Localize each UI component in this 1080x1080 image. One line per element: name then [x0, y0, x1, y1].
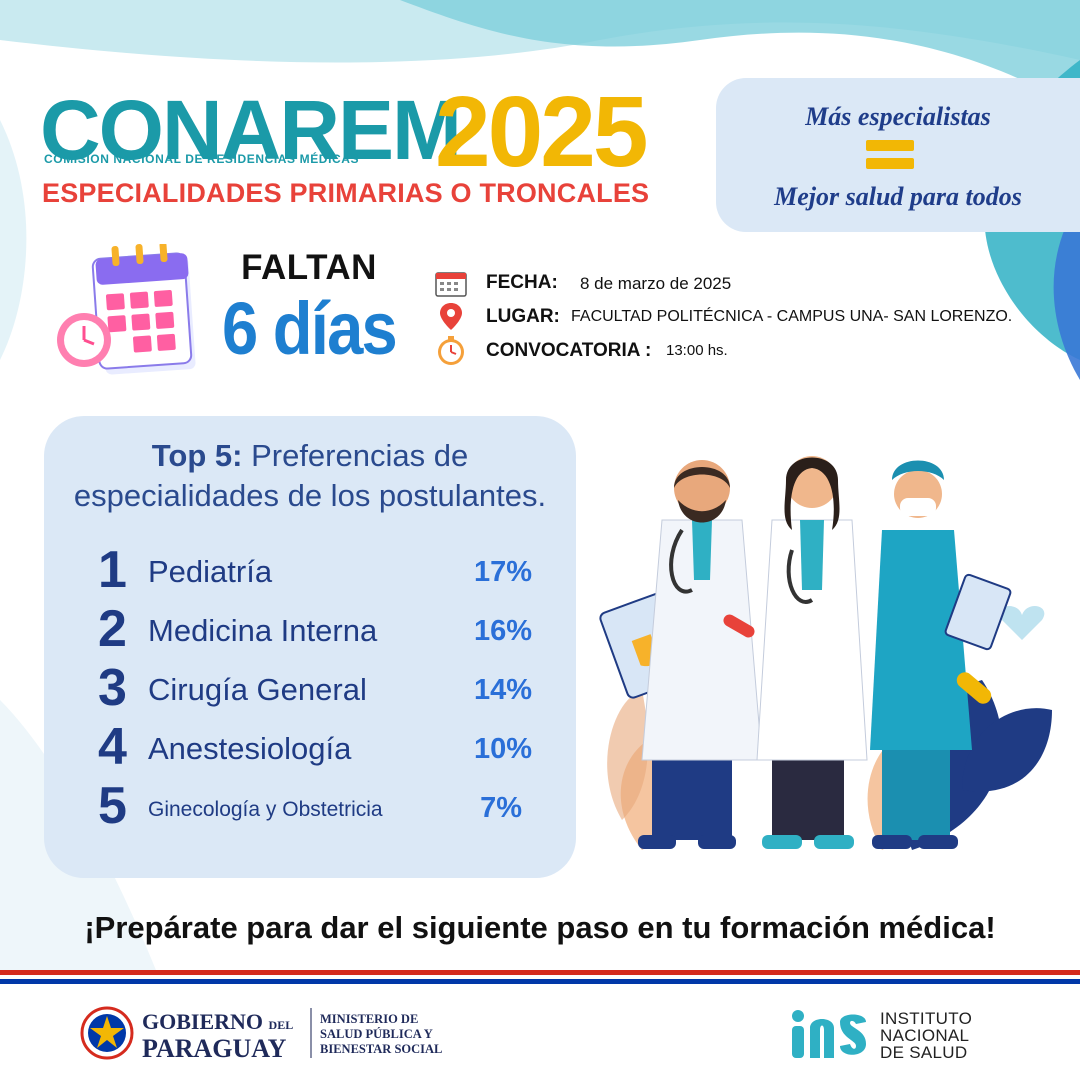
top5-title-bold: Top 5:: [151, 438, 243, 473]
gov-line-1: GOBIERNO: [142, 1009, 264, 1034]
ins-line-1: INSTITUTO: [880, 1009, 973, 1028]
doctors-illustration: [599, 456, 1052, 850]
government-name: GOBIERNO DEL PARAGUAY: [142, 1009, 294, 1063]
specialty-name: Ginecología y Obstetricia: [148, 798, 383, 821]
ins-logo: INSTITUTO NACIONAL DE SALUD: [790, 1008, 1050, 1064]
ins-logo-icon: [792, 1010, 866, 1058]
top5-title-rest: Preferencias de: [242, 438, 469, 473]
divider: [310, 1008, 312, 1058]
clock-icon: [438, 336, 464, 365]
rank-number: 4: [98, 718, 127, 776]
government-logo: GOBIERNO DEL PARAGUAY MINISTERIO DE SALU…: [80, 1004, 480, 1064]
list-item: 4 Anestesiología 10%: [94, 721, 554, 773]
specialty-percent: 14%: [473, 674, 532, 706]
alarm-clock-icon: [57, 313, 111, 367]
brand-subtitle: COMISION NACIONAL DE RESIDENCIAS MÉDICAS: [44, 152, 360, 166]
slogan-panel: Más especialistas Mejor salud para todos: [716, 78, 1080, 232]
ministry-line-2: SALUD PÚBLICA Y: [320, 1027, 433, 1041]
top5-title: Top 5: Preferencias de especialidades de…: [44, 436, 576, 516]
gov-line-2: PARAGUAY: [142, 1034, 287, 1063]
equals-icon: [866, 138, 914, 172]
rank-number: 5: [98, 777, 127, 835]
ministry-line-3: BIENESTAR SOCIAL: [320, 1042, 443, 1056]
specialty-name: Pediatría: [148, 554, 273, 589]
flag-stripe-red: [0, 970, 1080, 975]
rank-number: 3: [98, 659, 127, 717]
call-value: 13:00 hs.: [666, 342, 728, 359]
countdown: FALTAN 6 días: [204, 248, 414, 370]
ins-name: INSTITUTO NACIONAL DE SALUD: [880, 1010, 972, 1061]
place-value: FACULTAD POLITÉCNICA - CAMPUS UNA- SAN L…: [571, 308, 1013, 325]
paraguay-seal-icon: [80, 1006, 134, 1060]
rank-number: 1: [98, 541, 127, 599]
ins-line-3: DE SALUD: [880, 1043, 968, 1062]
calendar-icon: [57, 244, 196, 375]
list-item: 5 Ginecología y Obstetricia 7%: [94, 780, 554, 832]
flag-stripe-white: [0, 975, 1080, 979]
list-item: 2 Medicina Interna 16%: [94, 603, 554, 655]
brand-year: 2025: [435, 76, 648, 188]
specialty-name: Cirugía General: [148, 672, 367, 707]
specialty-percent: 16%: [473, 615, 532, 647]
calendar-small-icon: [435, 272, 467, 297]
top5-panel: Top 5: Preferencias de especialidades de…: [44, 416, 576, 878]
flag-stripe-blue: [0, 979, 1080, 984]
page-title: ESPECIALIDADES PRIMARIAS O TRONCALES: [42, 178, 650, 208]
gov-del: DEL: [268, 1018, 294, 1032]
countdown-value: 6 días: [221, 287, 398, 370]
rank-number: 2: [98, 600, 127, 658]
slogan-line-2: Mejor salud para todos: [774, 182, 1022, 211]
ins-line-2: NACIONAL: [880, 1026, 970, 1045]
ministry-line-1: MINISTERIO DE: [320, 1012, 419, 1026]
date-label: FECHA:: [486, 272, 558, 293]
list-item: 3 Cirugía General 14%: [94, 662, 554, 714]
specialty-name: Anestesiología: [148, 731, 352, 766]
call-to-action: ¡Prepárate para dar el siguiente paso en…: [84, 910, 996, 945]
top5-title-line2: especialidades de los postulantes.: [73, 478, 547, 513]
ministry-name: MINISTERIO DE SALUD PÚBLICA Y BIENESTAR …: [320, 1012, 442, 1057]
brand-name: CONAREM: [40, 83, 462, 177]
location-pin-icon: [440, 303, 462, 330]
slogan-line-1: Más especialistas: [805, 102, 991, 131]
list-item: 1 Pediatría 17%: [94, 544, 554, 596]
countdown-label: FALTAN: [241, 248, 377, 287]
specialty-percent: 10%: [473, 733, 532, 765]
call-label: CONVOCATORIA :: [486, 340, 652, 361]
specialty-percent: 17%: [473, 556, 532, 588]
place-label: LUGAR:: [486, 306, 560, 327]
specialty-percent: 7%: [480, 792, 522, 824]
specialty-name: Medicina Interna: [148, 613, 378, 648]
date-value: 8 de marzo de 2025: [580, 274, 732, 293]
